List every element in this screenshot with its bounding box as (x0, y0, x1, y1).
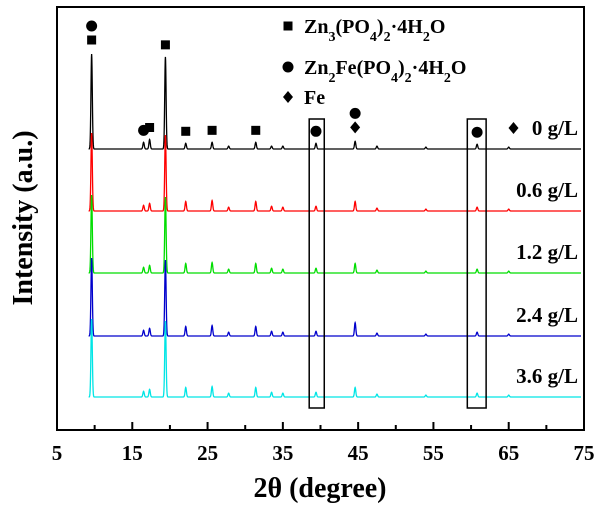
square-marker (251, 125, 261, 135)
series-label: 3.6 g/L (516, 364, 578, 388)
series-line-0 (88, 53, 581, 150)
circle-marker (349, 107, 361, 119)
circle-marker (471, 126, 483, 138)
series-label: 2.4 g/L (516, 303, 578, 327)
series-labels: 0 g/L 0.6 g/L 1.2 g/L 2.4 g/L 3.6 g/L (508, 116, 578, 388)
legend-circle-marker (282, 61, 294, 73)
legend-entry: Zn2Fe(PO4)2·4H2O (304, 57, 466, 86)
square-marker (87, 35, 97, 45)
plot-lines (88, 53, 581, 398)
square-marker (160, 40, 170, 50)
series-label: 0.6 g/L (516, 178, 578, 202)
x-tick-label: 5 (52, 441, 63, 465)
x-tick-label: 45 (348, 441, 369, 465)
circle-marker (86, 20, 98, 32)
x-tick-label: 35 (272, 441, 293, 465)
highlight-boxes (308, 118, 487, 409)
x-tick-label: 55 (423, 441, 444, 465)
square-marker (181, 126, 191, 136)
x-axis-title: 2θ (degree) (253, 473, 386, 504)
x-tick-label: 15 (122, 441, 143, 465)
legend-entry: Zn3(PO4)2·4H2O (304, 16, 445, 45)
series-line-2 (88, 195, 581, 274)
highlight-box (466, 118, 487, 409)
fe-diamond-marker (508, 122, 519, 134)
legend-entry: Fe (304, 87, 325, 109)
highlight-box (308, 118, 326, 409)
diamond-marker (350, 121, 361, 134)
y-axis-title: Intensity (a.u.) (8, 130, 39, 305)
phase-markers (86, 20, 483, 138)
x-tick-label: 65 (498, 441, 519, 465)
x-axis-ticks: 5 15 25 35 45 55 65 75 (52, 422, 595, 465)
series-label: 1.2 g/L (516, 240, 578, 264)
square-marker (207, 125, 217, 135)
circle-marker (310, 125, 322, 137)
legend-diamond-marker (283, 91, 293, 103)
series-line-3 (88, 258, 581, 337)
series-line-1 (88, 133, 581, 212)
x-tick-label: 25 (197, 441, 218, 465)
legend-square-marker (283, 21, 293, 31)
x-tick-label: 75 (574, 441, 595, 465)
series-line-4 (88, 319, 581, 398)
square-marker (145, 123, 155, 132)
series-label: 0 g/L (532, 116, 578, 140)
